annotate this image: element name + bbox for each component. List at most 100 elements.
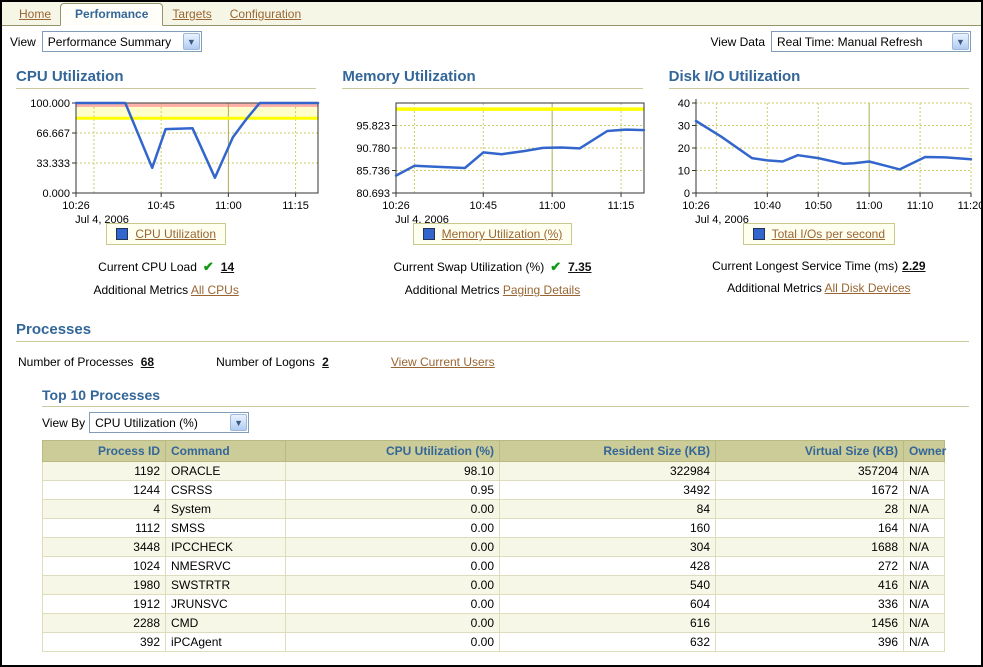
table-cell: N/A <box>903 499 945 519</box>
table-cell: SMSS <box>165 518 286 538</box>
number-of-logons-value[interactable]: 2 <box>322 355 329 369</box>
table-cell: 160 <box>499 518 716 538</box>
table-cell: 0.00 <box>285 594 500 614</box>
table-cell: System <box>165 499 286 519</box>
svg-text:11:15: 11:15 <box>608 200 635 212</box>
table-cell: 1980 <box>42 575 166 595</box>
table-cell: 0.95 <box>285 480 500 500</box>
table-cell: N/A <box>903 556 945 576</box>
view-data-select[interactable]: Real Time: Manual Refresh ▼ <box>771 31 971 52</box>
table-cell: N/A <box>903 518 945 538</box>
table-cell: 1192 <box>42 461 166 481</box>
svg-text:11:15: 11:15 <box>282 200 309 212</box>
top10-section: Top 10 Processes View By CPU Utilization… <box>42 387 969 652</box>
process-stats: Number of Processes 68 Number of Logons … <box>16 355 969 369</box>
column-header-cpu-utilization-: CPU Utilization (%) <box>285 440 500 462</box>
table-cell: 1244 <box>42 480 166 500</box>
longest-service-time-value[interactable]: 2.29 <box>902 259 926 273</box>
processes-title: Processes <box>16 321 969 342</box>
table-cell: SWSTRTR <box>165 575 286 595</box>
svg-text:11:10: 11:10 <box>906 200 933 212</box>
table-cell: 0.00 <box>285 613 500 633</box>
view-current-users-link[interactable]: View Current Users <box>390 355 495 369</box>
number-of-logons-label: Number of Logons <box>216 355 315 369</box>
table-cell: 632 <box>499 632 716 652</box>
table-cell: 428 <box>499 556 716 576</box>
disk-additional-metrics-label: Additional Metrics <box>727 281 822 295</box>
view-by-select[interactable]: CPU Utilization (%) ▼ <box>89 412 250 433</box>
table-cell: 164 <box>715 518 904 538</box>
svg-text:11:00: 11:00 <box>215 200 242 212</box>
table-cell: 0.00 <box>285 632 500 652</box>
svg-text:10:26: 10:26 <box>682 200 710 212</box>
table-row: 1112 SMSS 0.00 160 164 N/A <box>42 518 945 538</box>
svg-text:30: 30 <box>677 121 689 133</box>
svg-text:10:45: 10:45 <box>147 200 175 212</box>
memory-legend: Memory Utilization (%) <box>412 223 573 245</box>
table-cell: N/A <box>903 480 945 500</box>
table-row: 392 iPCAgent 0.00 632 396 N/A <box>42 632 945 652</box>
svg-text:40: 40 <box>677 98 689 110</box>
table-cell: 392 <box>42 632 166 652</box>
chevron-down-icon: ▼ <box>182 33 200 50</box>
view-select-value: Performance Summary <box>47 34 172 49</box>
chevron-down-icon: ▼ <box>952 33 969 50</box>
view-label: View <box>10 34 36 49</box>
table-cell: 84 <box>499 499 716 519</box>
all-cpus-link[interactable]: All CPUs <box>190 283 239 297</box>
svg-text:10:26: 10:26 <box>62 200 90 212</box>
chevron-down-icon: ▼ <box>230 414 248 431</box>
memory-utilization-chart: 80.693 85.736 90.780 95.823 10:26 10:45 11:00 1… <box>357 102 646 226</box>
table-row: 2288 CMD 0.00 616 1456 N/A <box>42 613 945 633</box>
table-cell: CSRSS <box>165 480 286 500</box>
table-cell: N/A <box>903 594 945 614</box>
swap-utilization-value[interactable]: 7.35 <box>568 260 592 274</box>
svg-text:20: 20 <box>677 143 689 155</box>
memory-panel: Memory Utilization 80.693 85.736 90.780 95.… <box>342 68 646 297</box>
table-row: 3448 IPCCHECK 0.00 304 1688 N/A <box>42 537 945 557</box>
table-cell: 272 <box>715 556 904 576</box>
table-cell: 616 <box>499 613 716 633</box>
all-disk-devices-link[interactable]: All Disk Devices <box>824 281 911 295</box>
tab-home[interactable]: Home <box>19 7 52 21</box>
memory-legend-link[interactable]: Memory Utilization (%) <box>441 227 563 241</box>
series-swatch-icon <box>752 228 765 240</box>
table-cell: 604 <box>499 594 716 614</box>
table-cell: ORACLE <box>165 461 286 481</box>
table-cell: 322984 <box>499 461 716 481</box>
svg-text:Jul 4, 2006: Jul 4, 2006 <box>695 214 749 226</box>
table-cell: 0.00 <box>285 537 500 557</box>
svg-text:10:50: 10:50 <box>804 200 832 212</box>
cpu-load-value[interactable]: 14 <box>220 260 235 274</box>
table-cell: CMD <box>165 613 286 633</box>
column-header-owner: Owner <box>903 440 946 462</box>
svg-text:10: 10 <box>677 166 689 178</box>
number-of-processes-value[interactable]: 68 <box>140 355 155 369</box>
table-row: 1192 ORACLE 98.10 322984 357204 N/A <box>42 461 945 481</box>
svg-text:85.736: 85.736 <box>357 166 391 178</box>
table-cell: 416 <box>715 575 904 595</box>
longest-service-time-label: Current Longest Service Time (ms) <box>712 259 899 273</box>
table-row: 1912 JRUNSVC 0.00 604 336 N/A <box>42 594 945 614</box>
column-header-process-id: Process ID <box>42 440 166 462</box>
total-ios-link[interactable]: Total I/Os per second <box>771 227 886 241</box>
table-cell: 1912 <box>42 594 166 614</box>
table-cell: 28 <box>715 499 904 519</box>
table-cell: JRUNSVC <box>165 594 286 614</box>
tab-targets[interactable]: Targets <box>172 7 212 21</box>
svg-text:66.667: 66.667 <box>36 128 70 140</box>
paging-details-link[interactable]: Paging Details <box>502 283 581 297</box>
svg-text:10:40: 10:40 <box>753 200 781 212</box>
cpu-load-label: Current CPU Load <box>98 260 197 274</box>
tab-configuration[interactable]: Configuration <box>229 7 302 21</box>
table-cell: N/A <box>903 461 945 481</box>
cpu-legend-link[interactable]: CPU Utilization <box>135 227 217 241</box>
svg-text:80.693: 80.693 <box>357 188 391 200</box>
table-cell: N/A <box>903 632 945 652</box>
table-cell: 0.00 <box>285 575 500 595</box>
svg-text:33.333: 33.333 <box>36 158 70 170</box>
tab-performance[interactable]: Performance <box>60 3 164 26</box>
view-select[interactable]: Performance Summary ▼ <box>41 31 202 52</box>
swap-utilization-label: Current Swap Utilization (%) <box>393 260 545 274</box>
